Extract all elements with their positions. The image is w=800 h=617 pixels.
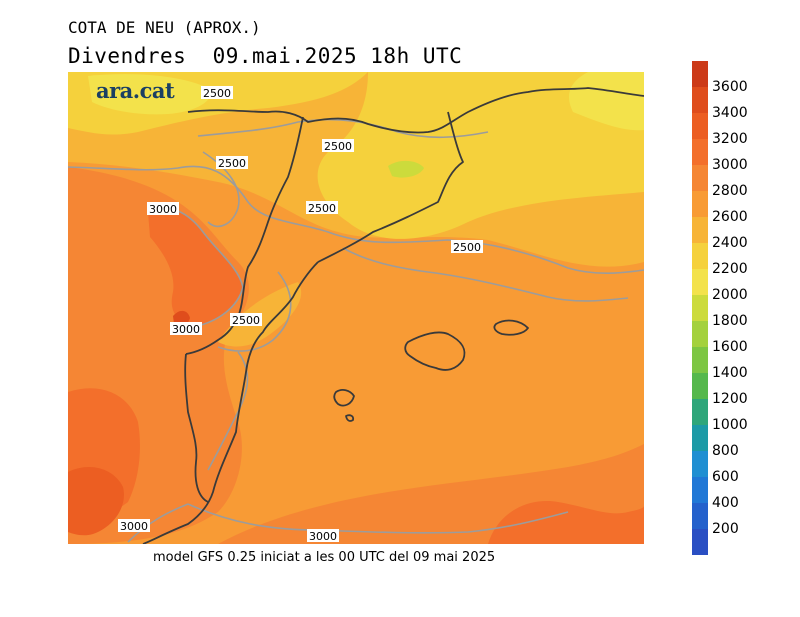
contour-label: 2500 <box>232 314 260 327</box>
colorbar-segment <box>692 139 708 165</box>
colorbar-segment <box>692 113 708 139</box>
colorbar-tick-label: 1000 <box>712 417 748 433</box>
colorbar-segment <box>692 61 708 87</box>
colorbar-segment <box>692 165 708 191</box>
contour-label-group: 2500 2500 2500 2500 2500 2500 3000 3000 … <box>118 86 483 543</box>
colorbar-segment <box>692 191 708 217</box>
colorbar-tick-label: 600 <box>712 469 739 485</box>
colorbar-tick-label: 2800 <box>712 183 748 199</box>
contour-label: 2500 <box>308 202 336 215</box>
chart-subtitle-date: Divendres 09.mai.2025 18h UTC <box>68 44 463 68</box>
coast-and-borders <box>142 87 644 544</box>
contour-label: 2500 <box>218 157 246 170</box>
colorbar-tick-label: 3600 <box>712 79 748 95</box>
snow-level-map: 2500 2500 2500 2500 2500 2500 3000 3000 … <box>68 72 644 544</box>
colorbar-tick-label: 2200 <box>712 261 748 277</box>
colorbar-segment <box>692 87 708 113</box>
colorbar-tick-label: 1200 <box>712 391 748 407</box>
colorbar-segment <box>692 503 708 529</box>
colorbar-tick-label: 1800 <box>712 313 748 329</box>
contour-lines <box>68 118 644 543</box>
field-band-3000-west <box>148 208 243 327</box>
chart-title: COTA DE NEU (APROX.) <box>68 18 261 37</box>
colorbar-tick-label: 800 <box>712 443 739 459</box>
field-band-2200 <box>68 72 644 239</box>
contour-label: 3000 <box>309 530 337 543</box>
colorbar-segment <box>692 217 708 243</box>
colorbar-segment <box>692 451 708 477</box>
model-footer-text: model GFS 0.25 iniciat a les 00 UTC del … <box>153 550 496 565</box>
colorbar-segment <box>692 347 708 373</box>
colorbar <box>692 61 708 555</box>
colorbar-tick-label: 1600 <box>712 339 748 355</box>
contour-label: 2500 <box>453 241 481 254</box>
field-band-2000-nw <box>88 74 211 115</box>
field-band-3200-sw <box>68 467 124 536</box>
colorbar-segment <box>692 399 708 425</box>
contour-label: 3000 <box>149 203 177 216</box>
colorbar-tick-label: 3000 <box>712 157 748 173</box>
colorbar-segment <box>692 243 708 269</box>
colorbar-tick-label: 2000 <box>712 287 748 303</box>
colorbar-segment <box>692 529 708 555</box>
ara-cat-logo: ara.cat <box>96 78 175 103</box>
menorca-outline <box>493 319 529 336</box>
contour-label: 2500 <box>324 140 352 153</box>
contour-label: 3000 <box>120 520 148 533</box>
mallorca-outline <box>404 331 466 371</box>
colorbar-tick-label: 2400 <box>712 235 748 251</box>
field-band-2000-ne <box>568 72 644 131</box>
colorbar-tick-label: 1400 <box>712 365 748 381</box>
formentera-outline <box>345 414 355 422</box>
colorbar-tick-label: 400 <box>712 495 739 511</box>
colorbar-tick-label: 3200 <box>712 131 748 147</box>
colorbar-segment <box>692 269 708 295</box>
field-band-3000-se <box>488 501 644 544</box>
contour-label: 3000 <box>172 323 200 336</box>
colorbar-segment <box>692 425 708 451</box>
colorbar-tick-label: 2600 <box>712 209 748 225</box>
colorbar-segment <box>692 373 708 399</box>
field-band-2000-spot <box>388 160 424 178</box>
colorbar-segment <box>692 321 708 347</box>
colorbar-segment <box>692 477 708 503</box>
colorbar-tick-label: 200 <box>712 521 739 537</box>
colorbar-tick-label: 3400 <box>712 105 748 121</box>
ibiza-outline <box>333 389 355 407</box>
contour-label: 2500 <box>203 87 231 100</box>
colorbar-segment <box>692 295 708 321</box>
